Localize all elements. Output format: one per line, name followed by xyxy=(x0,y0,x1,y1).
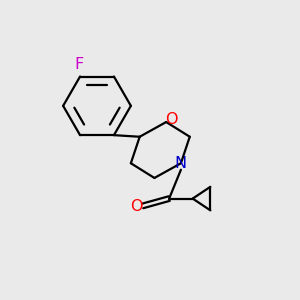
Text: O: O xyxy=(165,112,178,127)
Text: N: N xyxy=(175,156,187,171)
Text: F: F xyxy=(74,57,83,72)
Text: O: O xyxy=(130,199,142,214)
